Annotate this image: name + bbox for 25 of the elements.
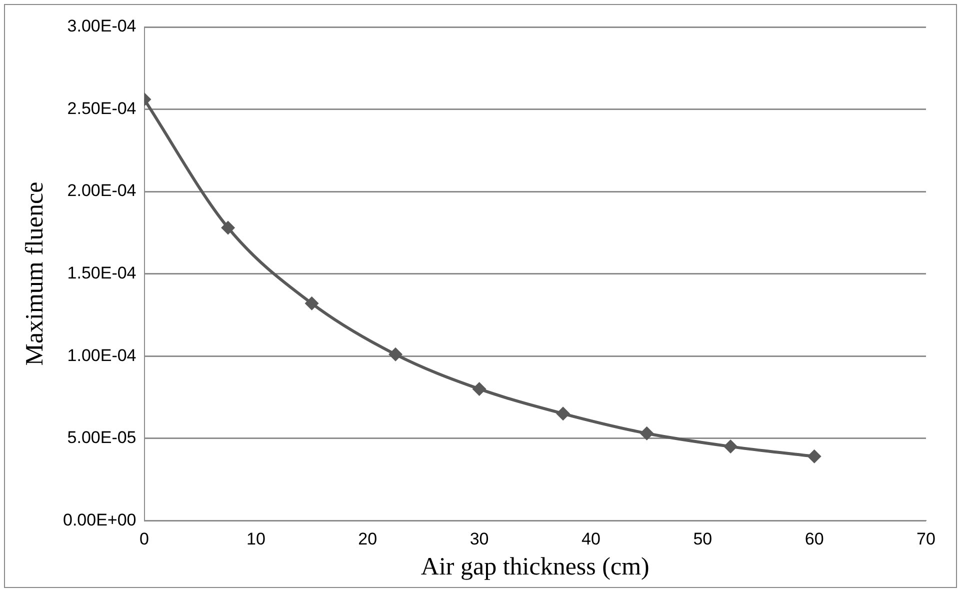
point <box>640 426 654 440</box>
point <box>556 406 570 421</box>
y-tick-label: 2.00E-04 <box>67 181 136 200</box>
point <box>388 347 403 362</box>
point <box>807 449 822 464</box>
x-tick-label: 50 <box>693 529 712 548</box>
x-tick-label: 60 <box>804 529 824 548</box>
x-tick-label: 10 <box>246 529 266 548</box>
point <box>304 296 319 310</box>
point <box>724 440 738 454</box>
x-tick-label: 40 <box>582 529 600 548</box>
point <box>472 382 486 396</box>
x-tick-label: 30 <box>470 529 489 548</box>
y-tick-label: 3.00E-04 <box>67 16 136 36</box>
x-tick-label: 0 <box>140 529 149 548</box>
y-tick-label: 1.00E-04 <box>67 346 136 365</box>
y-tick-label: 1.50E-04 <box>67 263 136 282</box>
y-tick-label: 2.50E-04 <box>67 98 136 118</box>
point <box>221 220 236 235</box>
y-tick-label: 0.00E+00 <box>62 510 136 530</box>
x-tick-label: 20 <box>358 529 378 548</box>
x-axis-title: Air gap thickness (cm) <box>420 554 650 581</box>
x-tick-label: 70 <box>916 529 936 548</box>
y-axis-title: Maximum fluence <box>22 182 49 366</box>
y-tick-label: 5.00E-05 <box>67 428 136 448</box>
